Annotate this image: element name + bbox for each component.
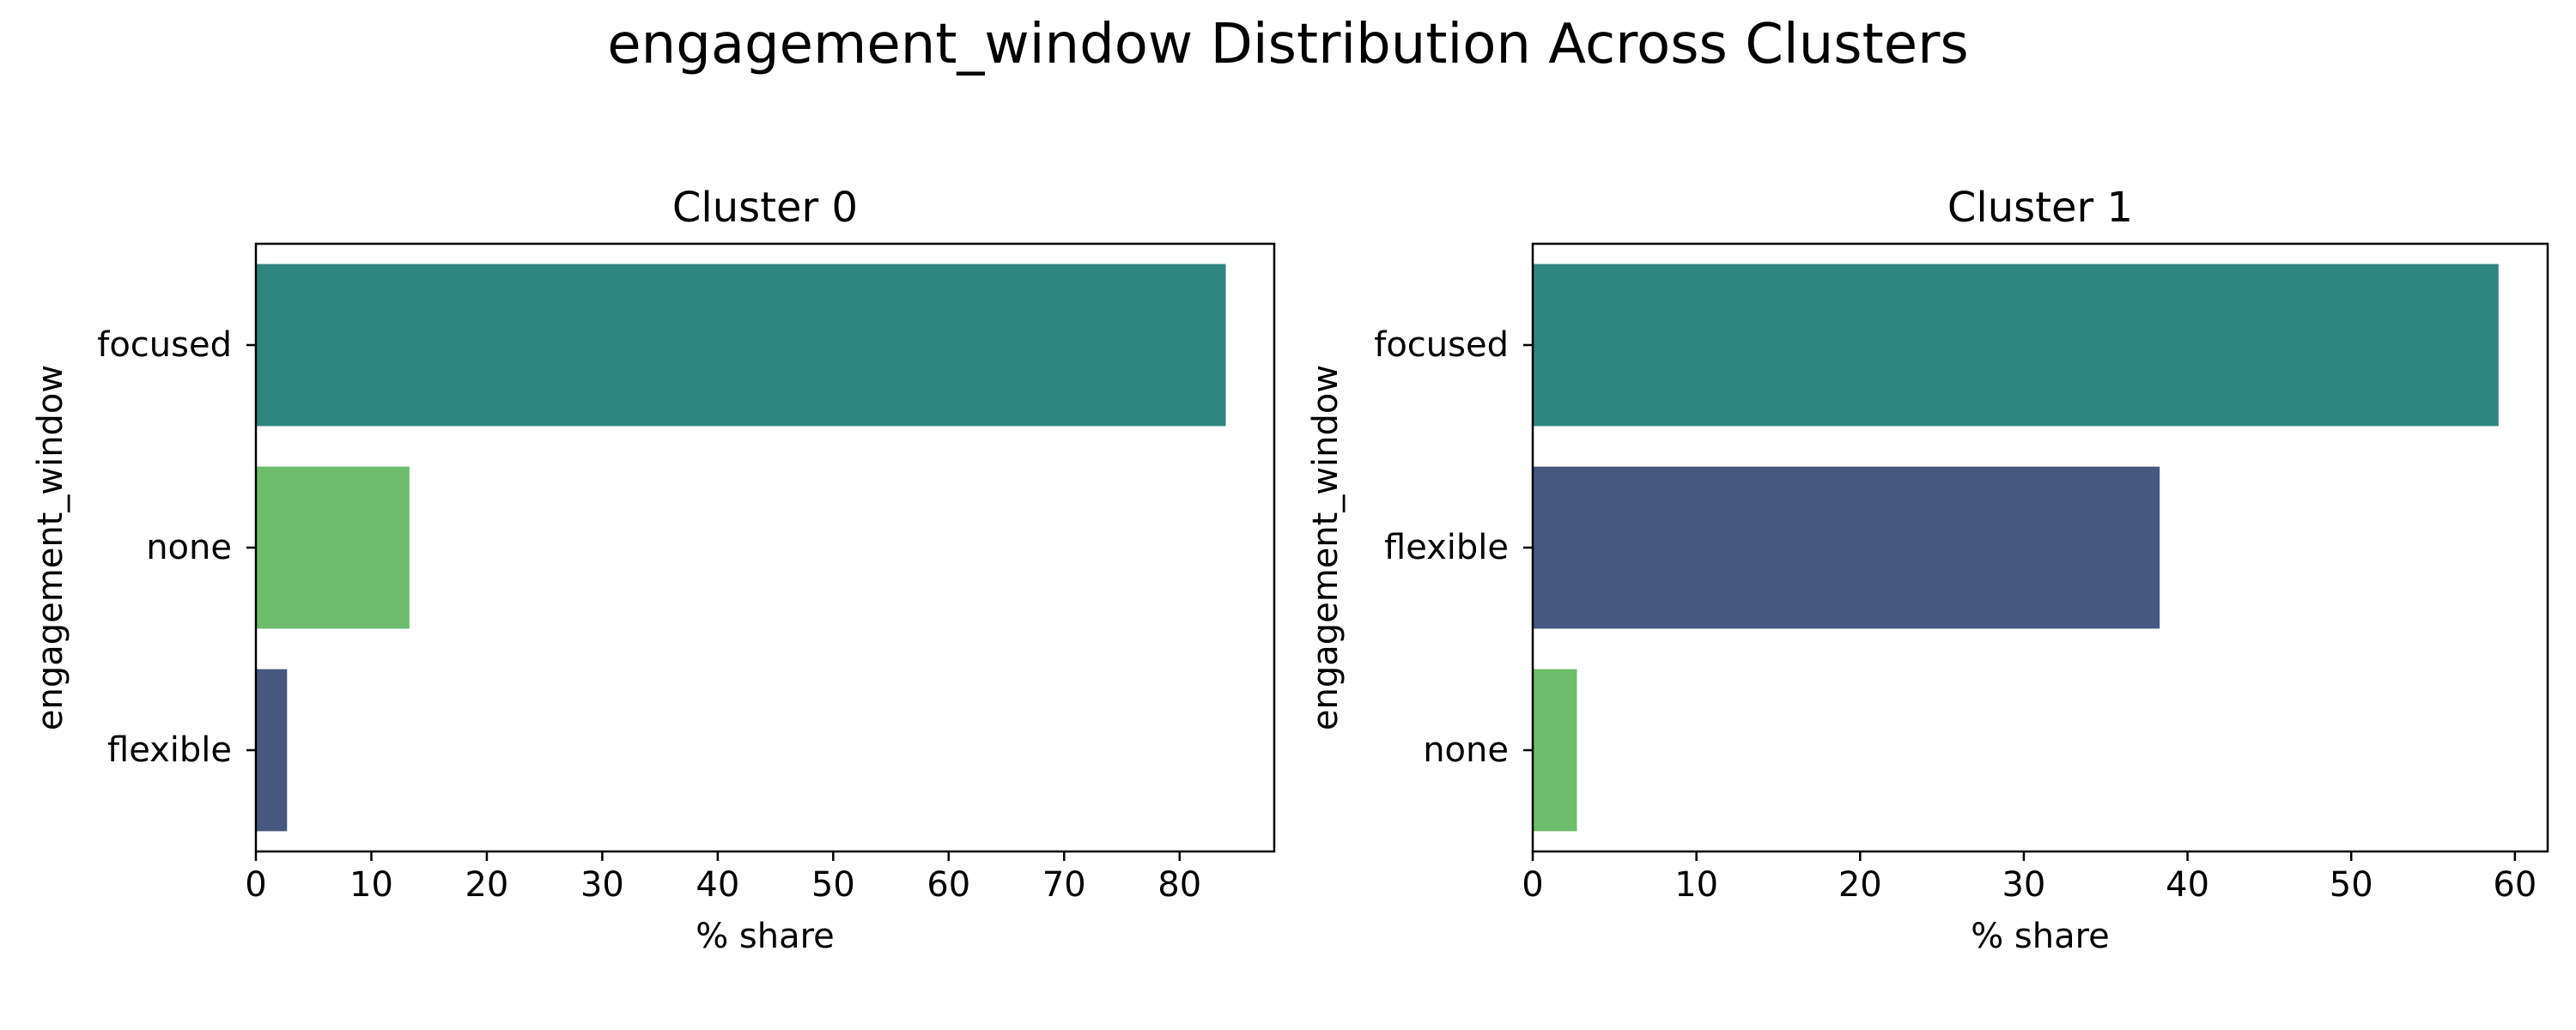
x-tick-label: 50 [811,865,855,905]
bar-focused [256,264,1226,427]
x-tick-label: 30 [580,865,624,905]
y-tick-label: flexible [107,730,232,770]
x-tick-label: 50 [2330,865,2373,905]
x-tick-label: 40 [2166,865,2209,905]
y-tick-label: focused [97,325,232,365]
x-tick-label: 0 [1522,865,1543,905]
x-axis-label: % share [696,917,835,956]
x-axis-label: % share [1971,917,2110,956]
bar-focused [1533,264,2499,427]
y-tick-label: none [1423,730,1509,770]
figure-title: engagement_window Distribution Across Cl… [607,13,1969,76]
bar-flexible [256,669,288,832]
x-tick-label: 40 [696,865,739,905]
x-tick-label: 20 [1838,865,1882,905]
y-tick-label: flexible [1384,528,1509,567]
x-tick-label: 30 [2002,865,2045,905]
y-tick-label: none [146,528,232,567]
x-tick-label: 0 [245,865,266,905]
bar-flexible [1533,466,2160,629]
x-tick-label: 20 [465,865,508,905]
y-axis-label: engagement_window [1306,365,1346,730]
chart-title: Cluster 0 [672,184,858,232]
y-axis-label: engagement_window [31,365,70,730]
bar-none [1533,669,1577,832]
x-tick-label: 70 [1042,865,1086,905]
x-tick-label: 60 [2493,865,2537,905]
bar-none [256,466,410,629]
x-tick-label: 10 [1674,865,1718,905]
x-tick-label: 80 [1157,865,1201,905]
chart-panel-0: focused none flexible 0 10 20 30 40 50 60 70 80 % sh… [31,184,1276,956]
chart-title: Cluster 1 [1947,184,2133,232]
chart-panel-1: focused flexible none 0 10 20 30 40 50 60 % share e… [1306,184,2549,956]
x-tick-label: 60 [927,865,970,905]
x-tick-label: 10 [349,865,393,905]
y-tick-label: focused [1374,325,1509,365]
